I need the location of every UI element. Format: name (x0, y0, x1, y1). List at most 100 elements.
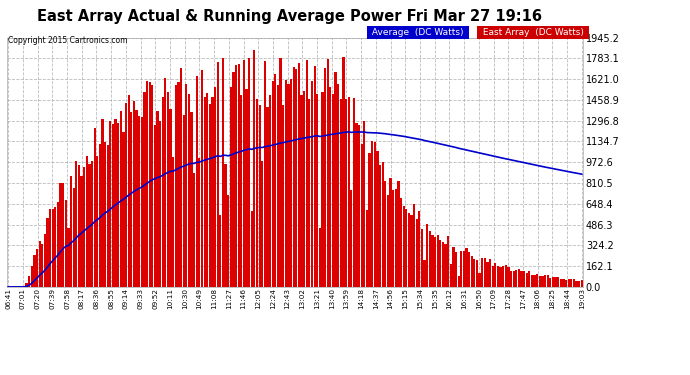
Bar (253, 50, 255, 287)
Bar (132, 101, 135, 287)
Bar (484, 258, 486, 287)
Bar (442, 242, 444, 287)
Bar (350, 190, 353, 287)
Bar (415, 219, 418, 287)
Text: Average  (DC Watts): Average (DC Watts) (369, 28, 466, 37)
Bar (75, 161, 77, 287)
Bar (465, 248, 468, 287)
Bar (486, 262, 489, 287)
Bar (46, 218, 48, 287)
Bar (460, 251, 462, 287)
Bar (471, 256, 473, 287)
Bar (342, 57, 344, 287)
Bar (573, 279, 575, 287)
Bar (115, 118, 117, 287)
Bar (405, 209, 407, 287)
Bar (468, 252, 471, 287)
Bar (371, 141, 373, 287)
Bar (520, 272, 522, 287)
Bar (135, 110, 137, 287)
Bar (26, 283, 28, 287)
Bar (196, 75, 198, 287)
Bar (250, 211, 253, 287)
Bar (580, 280, 583, 287)
Bar (358, 125, 360, 287)
Bar (411, 215, 413, 287)
Bar (457, 276, 460, 287)
Bar (164, 78, 166, 287)
Bar (159, 121, 161, 287)
Bar (246, 88, 248, 287)
Bar (55, 207, 57, 287)
Bar (437, 235, 439, 287)
Bar (188, 94, 190, 287)
Bar (476, 260, 478, 287)
Bar (151, 85, 153, 287)
Bar (384, 181, 386, 287)
Bar (555, 276, 557, 287)
Bar (293, 67, 295, 287)
Text: East Array Actual & Running Average Power Fri Mar 27 19:16: East Array Actual & Running Average Powe… (37, 9, 542, 24)
Bar (426, 224, 428, 287)
Bar (526, 273, 528, 287)
Bar (224, 164, 227, 287)
Bar (36, 249, 38, 287)
Bar (473, 260, 475, 287)
Bar (274, 74, 277, 287)
Bar (366, 210, 368, 287)
Bar (62, 183, 64, 287)
Bar (504, 265, 507, 287)
Bar (523, 272, 525, 287)
Bar (190, 112, 193, 287)
Bar (481, 258, 483, 287)
Bar (201, 70, 203, 287)
Bar (303, 92, 305, 287)
Bar (332, 94, 334, 287)
Bar (544, 275, 546, 287)
Bar (345, 99, 347, 287)
Bar (363, 122, 366, 287)
Bar (339, 99, 342, 287)
Bar (148, 82, 150, 287)
Bar (424, 260, 426, 287)
Bar (376, 151, 379, 287)
Bar (144, 92, 146, 287)
Bar (562, 279, 564, 287)
Bar (413, 204, 415, 287)
Bar (500, 267, 502, 287)
Bar (529, 272, 531, 287)
Bar (387, 195, 389, 287)
Bar (402, 206, 405, 287)
Bar (222, 58, 224, 287)
Bar (227, 195, 229, 287)
Bar (322, 92, 324, 287)
Bar (206, 93, 208, 287)
Bar (568, 279, 570, 287)
Bar (104, 142, 106, 287)
Bar (112, 124, 114, 287)
Bar (117, 123, 119, 287)
Bar (489, 260, 491, 287)
Bar (379, 165, 381, 287)
Bar (230, 87, 232, 287)
Bar (533, 275, 535, 287)
Bar (141, 117, 143, 287)
Bar (287, 84, 290, 287)
Bar (353, 98, 355, 287)
Bar (96, 156, 99, 287)
Bar (128, 95, 130, 287)
Bar (431, 236, 433, 287)
Bar (531, 275, 533, 287)
Bar (138, 116, 140, 287)
Bar (219, 214, 221, 287)
Bar (546, 275, 549, 287)
Bar (233, 72, 235, 287)
Bar (279, 58, 282, 287)
Bar (421, 229, 423, 287)
Bar (91, 161, 93, 287)
Bar (348, 97, 350, 287)
Bar (502, 266, 504, 287)
Bar (264, 61, 266, 287)
Bar (491, 266, 494, 287)
Bar (101, 119, 104, 287)
